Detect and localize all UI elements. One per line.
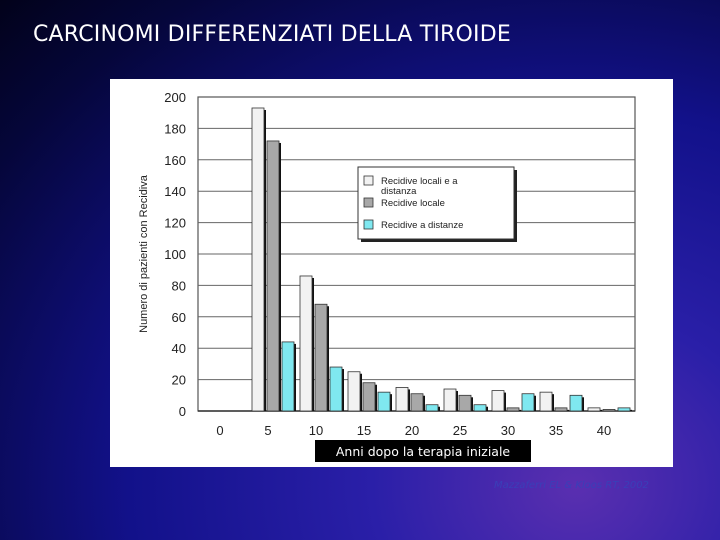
bar bbox=[617, 407, 631, 412]
x-tick-label: 0 bbox=[216, 423, 223, 438]
y-tick-label: 0 bbox=[179, 404, 186, 419]
x-tick-label: 5 bbox=[264, 423, 271, 438]
x-tick-label: 35 bbox=[549, 423, 563, 438]
x-tick-label: 20 bbox=[405, 423, 419, 438]
x-tick-label: 30 bbox=[501, 423, 515, 438]
y-axis-title: Numero di pazienti con Recidiva bbox=[138, 174, 150, 333]
slide-title: CARCINOMI DIFFERENZIATI DELLA TIROIDE bbox=[33, 22, 511, 47]
x-tick-label: 25 bbox=[453, 423, 467, 438]
bar bbox=[602, 409, 616, 412]
bar bbox=[491, 390, 505, 412]
bar bbox=[506, 407, 520, 412]
bar bbox=[362, 382, 376, 412]
bar bbox=[554, 407, 568, 412]
bar bbox=[329, 366, 343, 412]
y-tick-label: 40 bbox=[172, 341, 186, 356]
bar bbox=[473, 404, 487, 412]
y-tick-label: 20 bbox=[172, 373, 186, 388]
bar bbox=[539, 391, 553, 412]
legend-swatch bbox=[363, 197, 374, 208]
y-tick-label: 180 bbox=[164, 121, 186, 136]
bar bbox=[377, 391, 391, 412]
y-tick-label: 100 bbox=[164, 247, 186, 262]
bar bbox=[521, 393, 535, 412]
bar bbox=[410, 393, 424, 412]
bar bbox=[281, 341, 295, 412]
legend-label: Recidive locale bbox=[381, 198, 445, 209]
bar bbox=[425, 404, 439, 412]
bar bbox=[569, 394, 583, 412]
y-tick-label: 80 bbox=[172, 278, 186, 293]
bar bbox=[458, 394, 472, 412]
bar bbox=[587, 407, 601, 412]
y-tick-label: 120 bbox=[164, 216, 186, 231]
legend bbox=[357, 166, 515, 240]
bar bbox=[443, 388, 457, 412]
chart-panel: 0 20 40 60 80 100 120 140 160 180 200 Numero di paz… bbox=[110, 79, 673, 467]
bar bbox=[347, 371, 361, 412]
x-tick-label: 15 bbox=[357, 423, 371, 438]
y-tick-label: 60 bbox=[172, 310, 186, 325]
x-axis-label: Anni dopo la terapia iniziale bbox=[315, 440, 531, 462]
x-tick-label: 10 bbox=[309, 423, 323, 438]
legend-swatch bbox=[363, 219, 374, 230]
bar bbox=[395, 387, 409, 412]
legend-label: Recidive locali e a distanza bbox=[381, 176, 458, 197]
y-tick-label: 160 bbox=[164, 153, 186, 168]
y-tick-label: 140 bbox=[164, 184, 186, 199]
legend-swatch bbox=[363, 175, 374, 186]
bar bbox=[299, 275, 313, 412]
bar bbox=[314, 303, 328, 412]
x-tick-label: 40 bbox=[597, 423, 611, 438]
bar bbox=[251, 107, 265, 412]
legend-label: Recidive a distanze bbox=[381, 220, 463, 231]
citation: Mazzaferri EL & Kloos RT, 2002 bbox=[494, 480, 649, 491]
bar bbox=[266, 140, 280, 412]
y-tick-label: 200 bbox=[164, 90, 186, 105]
